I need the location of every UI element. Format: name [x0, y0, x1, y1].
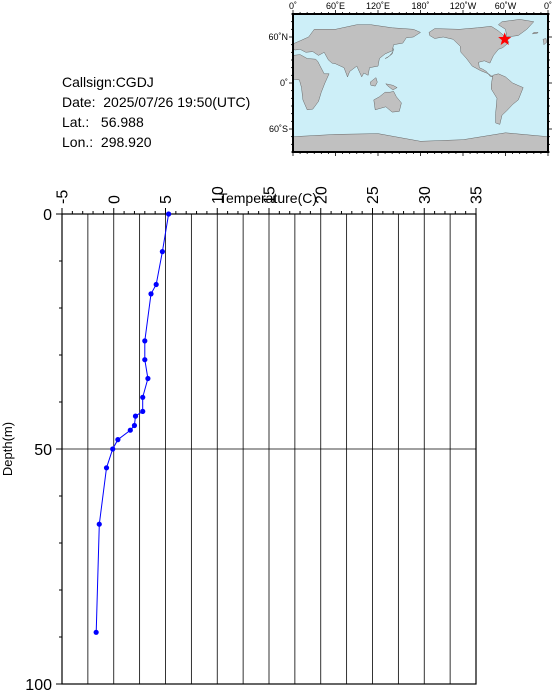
land-mass — [531, 32, 539, 35]
map-longitude-label: 120˚E — [366, 1, 390, 11]
y-tick-label: 100 — [25, 677, 52, 690]
map-latitude-label: 0˚ — [280, 78, 288, 88]
x-tick-label: 25 — [365, 186, 382, 204]
y-tick-label: 0 — [43, 207, 52, 224]
land-mass — [385, 83, 398, 91]
temperature-data-point — [142, 338, 148, 344]
callsign-label: Callsign:CGDJ — [62, 74, 154, 90]
station-info: Callsign:CGDJ Date: 2025/07/26 19:50(UTC… — [62, 72, 250, 152]
temperature-data-point — [140, 408, 146, 414]
temperature-data-point — [166, 211, 172, 217]
map-longitude-label: 180˚ — [411, 1, 429, 11]
map-longitude-label: 60˚E — [326, 1, 345, 11]
temperature-data-point — [127, 427, 133, 433]
x-tick-label: 35 — [469, 186, 486, 204]
map-longitude-label: 0˚ — [289, 1, 297, 11]
temperature-data-point — [110, 446, 116, 452]
temperature-profile-line — [95, 213, 170, 633]
land-mass — [373, 91, 402, 113]
land-mass — [497, 19, 535, 38]
x-tick-label: 20 — [313, 186, 330, 204]
map-longitude-label: 120˚W — [450, 1, 477, 11]
temperature-data-point — [115, 437, 121, 443]
chart-grid — [61, 214, 477, 684]
temperature-data-point — [93, 629, 99, 635]
temperature-data-point — [140, 394, 146, 400]
y-tick-label: 50 — [34, 442, 52, 459]
temperature-data-point — [145, 375, 151, 382]
map-longitude-label: 60˚W — [495, 1, 517, 11]
map-latitude-label: 60˚S — [269, 124, 288, 134]
x-tick-label: 0 — [106, 195, 123, 204]
x-tick-label: 5 — [158, 195, 175, 204]
temperature-data-point — [153, 281, 159, 288]
map-longitude-label: 0˚ — [544, 1, 552, 11]
x-tick-label: 10 — [210, 186, 227, 204]
land-mass — [428, 26, 510, 78]
temperature-data-point — [131, 422, 138, 429]
land-mass — [292, 54, 330, 111]
y-axis-title: Depth(m) — [0, 422, 15, 476]
x-tick-label: 30 — [417, 186, 434, 204]
land-mass — [491, 73, 524, 125]
temperature-data-point — [103, 465, 110, 471]
temperature-data-point — [159, 249, 165, 255]
land-mass — [292, 24, 422, 78]
land-mass — [384, 48, 394, 59]
map-latitude-label: 60˚N — [268, 32, 288, 42]
x-tick-label: -5 — [55, 190, 72, 204]
station-marker-icon — [498, 32, 512, 45]
temperature-data-point — [132, 413, 139, 419]
x-tick-label: 15 — [262, 186, 279, 204]
x-axis-title: Temperature(C) — [219, 190, 317, 206]
land-mass — [369, 77, 378, 87]
latitude-label: Lat.: 56.988 — [62, 114, 144, 130]
longitude-label: Lon.: 298.920 — [62, 134, 152, 150]
land-mass — [542, 38, 547, 46]
date-label: Date: 2025/07/26 19:50(UTC) — [62, 94, 251, 110]
temperature-data-point — [148, 291, 154, 297]
temperature-data-point — [142, 357, 148, 363]
temperature-profile-series — [93, 211, 172, 635]
temperature-data-point — [96, 521, 102, 527]
